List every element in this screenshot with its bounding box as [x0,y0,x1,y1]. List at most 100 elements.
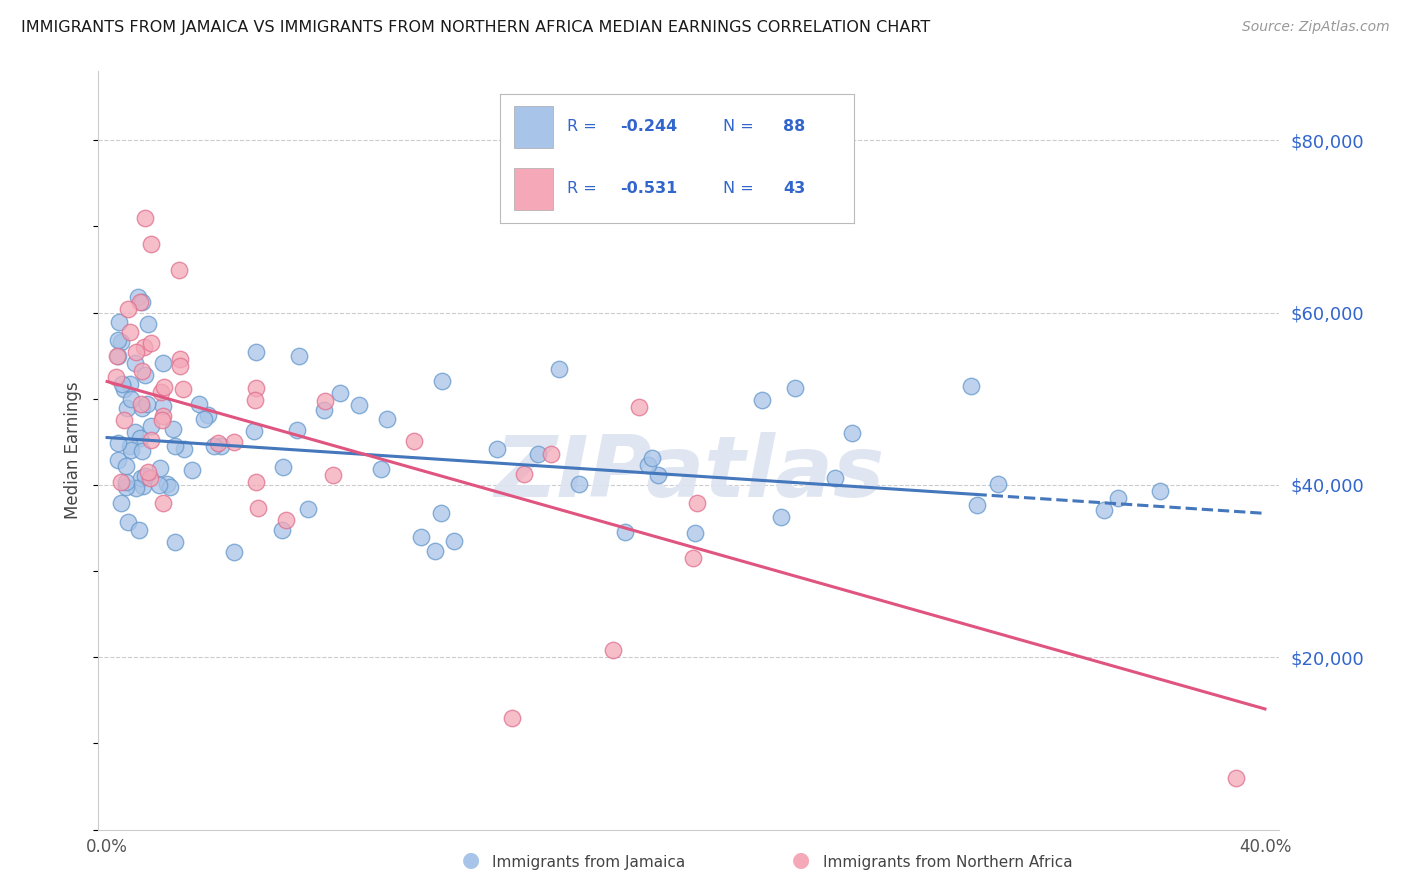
Point [512,467,534,482]
Point [188,397,211,411]
Point [127,290,149,304]
Point [108,315,131,329]
Point [148,477,170,491]
Point [139,335,162,350]
Point [224,435,246,450]
Point [125,344,148,359]
Point [152,409,174,424]
Point [824,471,846,485]
Point [173,442,195,457]
Point [1149,483,1171,498]
Point [163,439,186,453]
Point [637,458,659,472]
Point [841,426,863,441]
Point [402,434,425,448]
Point [627,401,650,415]
Point [245,475,267,490]
Point [136,317,159,331]
Point [209,439,232,453]
Point [287,349,309,363]
Text: ●: ● [793,850,810,870]
Point [297,502,319,516]
Point [163,535,186,549]
Point [602,643,624,657]
Point [131,397,153,411]
Point [134,211,156,225]
Point [641,450,664,465]
Text: Immigrants from Northern Africa: Immigrants from Northern Africa [823,855,1073,870]
Point [987,477,1010,491]
Point [107,452,129,467]
Point [172,382,194,396]
Point [131,364,153,378]
Point [150,384,173,399]
Point [132,479,155,493]
Point [270,524,292,538]
Point [169,359,191,373]
Point [156,477,179,491]
Point [682,551,704,566]
Point [411,530,433,544]
Point [169,351,191,366]
Point [111,376,134,391]
Point [614,525,637,540]
Point [129,471,152,485]
Point [370,462,392,476]
Point [202,439,225,453]
Y-axis label: Median Earnings: Median Earnings [65,382,83,519]
Point [243,424,266,438]
Point [285,423,308,437]
Point [114,475,136,489]
Point [134,468,156,483]
Text: IMMIGRANTS FROM JAMAICA VS IMMIGRANTS FROM NORTHERN AFRICA MEDIAN EARNINGS CORRE: IMMIGRANTS FROM JAMAICA VS IMMIGRANTS FR… [21,20,931,35]
Point [647,467,669,482]
Point [271,460,294,475]
Point [443,534,465,549]
Point [139,433,162,447]
Point [181,463,204,477]
Point [149,461,172,475]
Point [246,500,269,515]
Point [485,442,508,456]
Text: Source: ZipAtlas.com: Source: ZipAtlas.com [1241,20,1389,34]
Point [153,380,176,394]
Point [139,236,162,251]
Point [193,411,215,425]
Text: ZIPatlas: ZIPatlas [494,432,884,515]
Point [136,465,159,479]
Point [245,344,267,359]
Point [425,544,447,558]
Point [751,392,773,407]
Point [150,413,173,427]
Point [1107,491,1129,505]
Point [276,513,298,527]
Point [960,378,983,392]
Point [243,392,266,407]
Point [115,401,138,415]
Point [329,386,352,401]
Point [769,510,792,524]
Point [110,334,132,349]
Point [131,401,153,415]
Point [128,523,150,537]
Point [322,468,344,483]
Point [1225,771,1247,785]
Point [966,498,988,512]
Point [131,444,153,458]
Point [120,439,142,453]
Point [152,399,174,413]
Point [162,422,184,436]
Point [107,334,129,348]
Point [224,545,246,559]
Point [115,480,138,494]
Point [117,301,139,316]
Point [118,377,141,392]
Point [112,382,135,396]
Point [783,380,806,394]
Point [129,431,152,445]
Point [115,458,138,473]
Point [375,412,398,426]
Point [105,370,128,384]
Point [112,413,135,427]
Point [120,392,142,406]
